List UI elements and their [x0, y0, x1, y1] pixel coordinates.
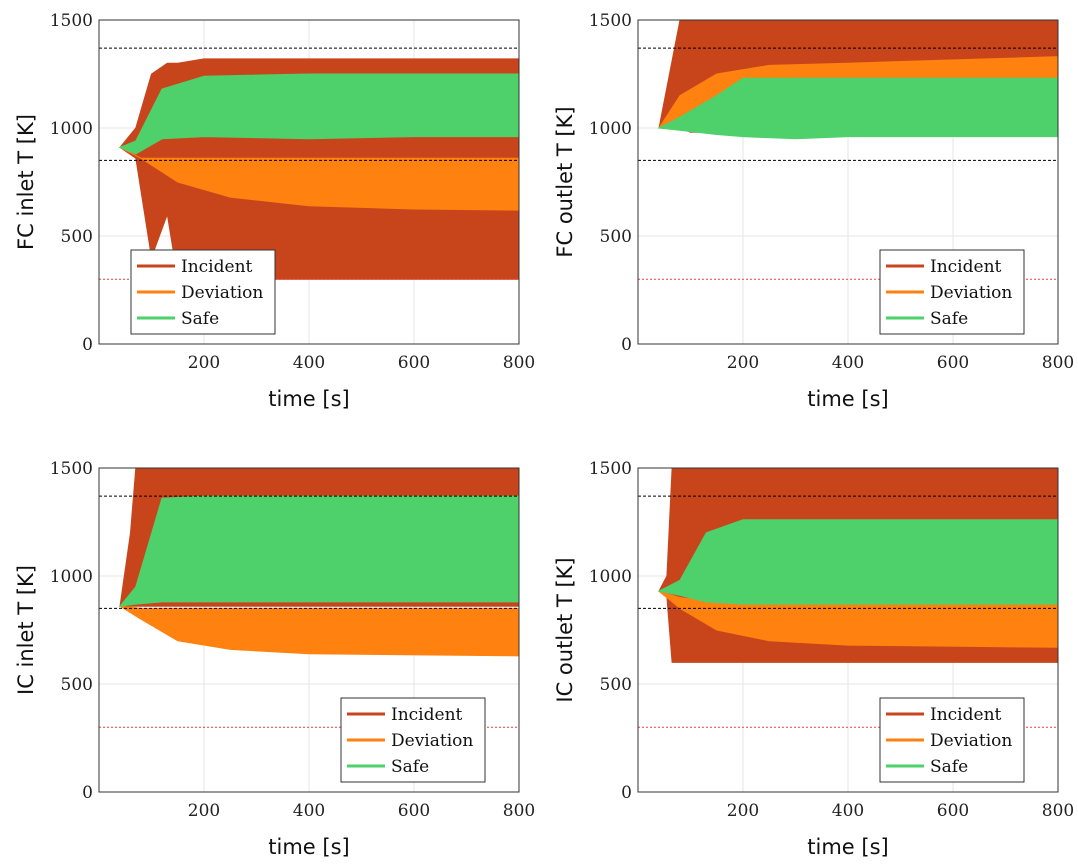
legend-label-incident: Incident: [181, 257, 253, 277]
x-axis-label: time [s]: [268, 835, 349, 859]
y-axis-label: IC outlet T [K]: [553, 557, 577, 702]
legend: Incident Deviation Safe: [340, 697, 486, 783]
y-tick-label: 1000: [50, 567, 93, 587]
x-tick-label: 200: [188, 801, 220, 821]
y-tick-label: 1500: [589, 459, 632, 479]
x-tick-label: 200: [727, 801, 759, 821]
x-axis-label: time [s]: [807, 835, 888, 859]
x-tick-label: 600: [937, 353, 969, 373]
x-tick-label: 600: [937, 801, 969, 821]
series-band-safe: [657, 519, 1059, 605]
y-axis-label: FC outlet T [K]: [553, 106, 577, 257]
y-tick-label: 500: [600, 675, 632, 695]
legend-label-safe: Safe: [391, 757, 429, 777]
y-tick-label: 1000: [589, 567, 632, 587]
series-band-deviation: [119, 605, 520, 657]
x-tick-label: 200: [727, 353, 759, 373]
x-axis-label: time [s]: [268, 387, 349, 411]
y-tick-label: 0: [82, 335, 93, 355]
y-tick-label: 0: [82, 783, 93, 803]
legend-label-deviation: Deviation: [930, 283, 1012, 303]
x-tick-label: 800: [1042, 353, 1074, 373]
legend-label-incident: Incident: [930, 705, 1002, 725]
y-tick-label: 0: [621, 783, 632, 803]
chart-panel-4: 0 500 1000 1500 200 400 600 800 time [s] IC outle…: [553, 459, 1074, 859]
y-tick-label: 1000: [589, 119, 632, 139]
y-axis-label: IC inlet T [K]: [14, 565, 38, 695]
legend-label-safe: Safe: [181, 309, 219, 329]
y-tick-label: 500: [61, 675, 93, 695]
x-tick-label: 600: [398, 801, 430, 821]
plot-frame: [637, 467, 1059, 793]
x-tick-label: 800: [503, 353, 535, 373]
x-tick-label: 400: [832, 801, 864, 821]
legend-label-incident: Incident: [391, 705, 463, 725]
y-tick-label: 1500: [50, 459, 93, 479]
x-tick-label: 600: [398, 353, 430, 373]
plot-frame: [637, 19, 1059, 345]
y-tick-label: 500: [61, 227, 93, 247]
chart-panel-3: 0 500 1000 1500 200 400 600 800 time [s] IC inlet…: [14, 459, 535, 859]
x-tick-label: 800: [503, 801, 535, 821]
x-tick-label: 800: [1042, 801, 1074, 821]
plot-frame: [98, 19, 520, 345]
chart-panel-1: 0 500 1000 1500 200 400 600 800 time [s] FC inlet…: [14, 11, 535, 411]
y-tick-label: 1500: [50, 11, 93, 31]
x-tick-label: 200: [188, 353, 220, 373]
x-tick-label: 400: [832, 353, 864, 373]
y-tick-label: 0: [621, 335, 632, 355]
legend-label-safe: Safe: [930, 757, 968, 777]
y-axis-label: FC inlet T [K]: [14, 114, 38, 250]
legend-label-deviation: Deviation: [181, 283, 263, 303]
series-band-safe: [118, 495, 520, 607]
legend-label-incident: Incident: [930, 257, 1002, 277]
x-axis-label: time [s]: [807, 387, 888, 411]
legend-label-deviation: Deviation: [391, 731, 473, 751]
y-tick-label: 1000: [50, 119, 93, 139]
x-tick-label: 400: [293, 353, 325, 373]
y-tick-label: 500: [600, 227, 632, 247]
legend: Incident Deviation Safe: [879, 697, 1025, 783]
y-tick-label: 1500: [589, 11, 632, 31]
plot-frame: [98, 467, 520, 793]
legend-label-deviation: Deviation: [930, 731, 1012, 751]
legend: Incident Deviation Safe: [879, 249, 1025, 335]
legend-label-safe: Safe: [930, 309, 968, 329]
x-tick-label: 400: [293, 801, 325, 821]
chart-panel-2: 0 500 1000 1500 200 400 600 800 time [s] FC outle…: [553, 11, 1074, 411]
legend: Incident Deviation Safe: [130, 249, 276, 335]
